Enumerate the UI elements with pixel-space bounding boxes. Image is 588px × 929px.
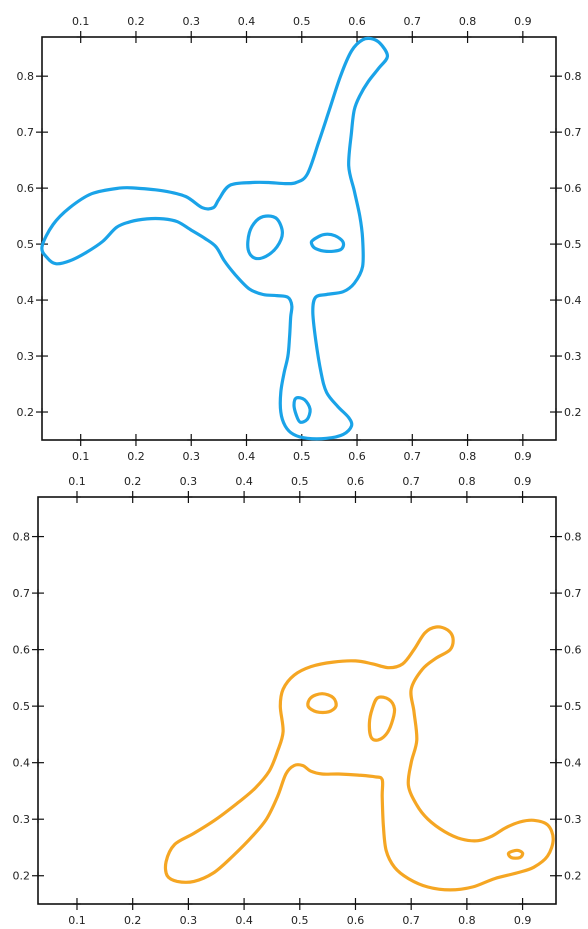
contour-hole-2 <box>309 232 346 254</box>
y-tick-label-left: 0.8 <box>13 531 31 544</box>
contour-hole-3 <box>506 848 525 860</box>
x-tick-label-bottom: 0.2 <box>124 914 142 927</box>
x-tick-label-top: 0.4 <box>235 475 253 488</box>
y-tick-label-right: 0.3 <box>564 813 582 826</box>
y-tick-label-left: 0.5 <box>13 700 31 713</box>
plot-frame <box>41 36 557 441</box>
y-tick-label-left: 0.8 <box>17 70 35 83</box>
y-tick-label-left: 0.6 <box>17 182 35 195</box>
contour-panel-top: 0.1 0.1 0.2 0.2 0.3 0.3 0.4 0.4 0.5 0.5 0.6 0.6 0.7 0… <box>17 15 582 463</box>
y-tick-label-right: 0.4 <box>564 757 582 770</box>
y-tick-label-right: 0.5 <box>564 238 582 251</box>
y-tick-label-right: 0.3 <box>564 350 582 363</box>
y-tick-label-right: 0.8 <box>564 531 582 544</box>
contour-outer-0 <box>40 36 390 441</box>
y-tick-label-left: 0.4 <box>17 294 35 307</box>
x-tick-label-bottom: 0.8 <box>458 914 476 927</box>
x-tick-label-top: 0.6 <box>347 475 365 488</box>
x-tick-label-top: 0.4 <box>238 15 256 28</box>
x-tick-label-top: 0.8 <box>458 475 476 488</box>
contour-outer-0 <box>163 625 555 892</box>
x-tick-label-bottom: 0.3 <box>180 914 198 927</box>
y-tick-label-right: 0.4 <box>564 294 582 307</box>
x-tick-label-top: 0.6 <box>348 15 366 28</box>
x-tick-label-bottom: 0.9 <box>514 450 532 463</box>
y-tick-label-right: 0.8 <box>564 70 582 83</box>
x-tick-label-top: 0.1 <box>72 15 90 28</box>
y-tick-label-left: 0.7 <box>13 587 31 600</box>
plot-frame <box>37 496 557 905</box>
y-tick-label-left: 0.3 <box>13 813 31 826</box>
y-tick-label-left: 0.5 <box>17 238 35 251</box>
y-tick-label-right: 0.7 <box>564 587 582 600</box>
y-tick-label-right: 0.5 <box>564 700 582 713</box>
x-tick-label-bottom: 0.9 <box>514 914 532 927</box>
x-tick-label-bottom: 0.2 <box>127 450 145 463</box>
contour-panel-bottom: 0.1 0.1 0.2 0.2 0.3 0.3 0.4 0.4 0.5 0.5 0.6 0.6 0.7 0… <box>13 475 582 927</box>
x-tick-label-top: 0.7 <box>404 15 422 28</box>
x-tick-label-bottom: 0.6 <box>348 450 366 463</box>
x-tick-label-bottom: 0.1 <box>72 450 90 463</box>
y-tick-label-right: 0.6 <box>564 644 582 657</box>
y-tick-label-right: 0.6 <box>564 182 582 195</box>
x-tick-label-bottom: 0.7 <box>404 450 422 463</box>
x-tick-label-top: 0.8 <box>459 15 477 28</box>
x-tick-label-top: 0.5 <box>293 15 311 28</box>
x-tick-label-bottom: 0.6 <box>347 914 365 927</box>
x-tick-label-bottom: 0.7 <box>402 914 420 927</box>
x-tick-label-bottom: 0.4 <box>235 914 253 927</box>
x-tick-label-top: 0.2 <box>124 475 142 488</box>
x-tick-label-bottom: 0.1 <box>68 914 86 927</box>
x-tick-label-top: 0.9 <box>514 475 532 488</box>
y-tick-label-left: 0.2 <box>13 870 31 883</box>
y-tick-label-left: 0.7 <box>17 126 35 139</box>
y-tick-label-right: 0.2 <box>564 870 582 883</box>
contour-hole-1 <box>306 692 338 715</box>
x-tick-label-bottom: 0.3 <box>182 450 200 463</box>
x-tick-label-top: 0.7 <box>402 475 420 488</box>
x-tick-label-bottom: 0.5 <box>293 450 311 463</box>
x-tick-label-top: 0.5 <box>291 475 309 488</box>
x-tick-label-top: 0.9 <box>514 15 532 28</box>
x-tick-label-top: 0.2 <box>127 15 145 28</box>
x-tick-label-top: 0.3 <box>182 15 200 28</box>
x-tick-label-bottom: 0.5 <box>291 914 309 927</box>
y-tick-label-left: 0.6 <box>13 644 31 657</box>
x-tick-label-top: 0.1 <box>68 475 86 488</box>
x-tick-label-top: 0.3 <box>180 475 198 488</box>
contour-hole-3 <box>292 396 312 424</box>
y-tick-label-right: 0.2 <box>564 406 582 419</box>
x-tick-label-bottom: 0.4 <box>238 450 256 463</box>
x-tick-label-bottom: 0.8 <box>459 450 477 463</box>
y-tick-label-left: 0.3 <box>17 350 35 363</box>
y-tick-label-left: 0.4 <box>13 757 31 770</box>
contour-hole-1 <box>246 214 284 261</box>
y-tick-label-left: 0.2 <box>17 406 35 419</box>
contour-hole-2 <box>367 695 397 742</box>
y-tick-label-right: 0.7 <box>564 126 582 139</box>
